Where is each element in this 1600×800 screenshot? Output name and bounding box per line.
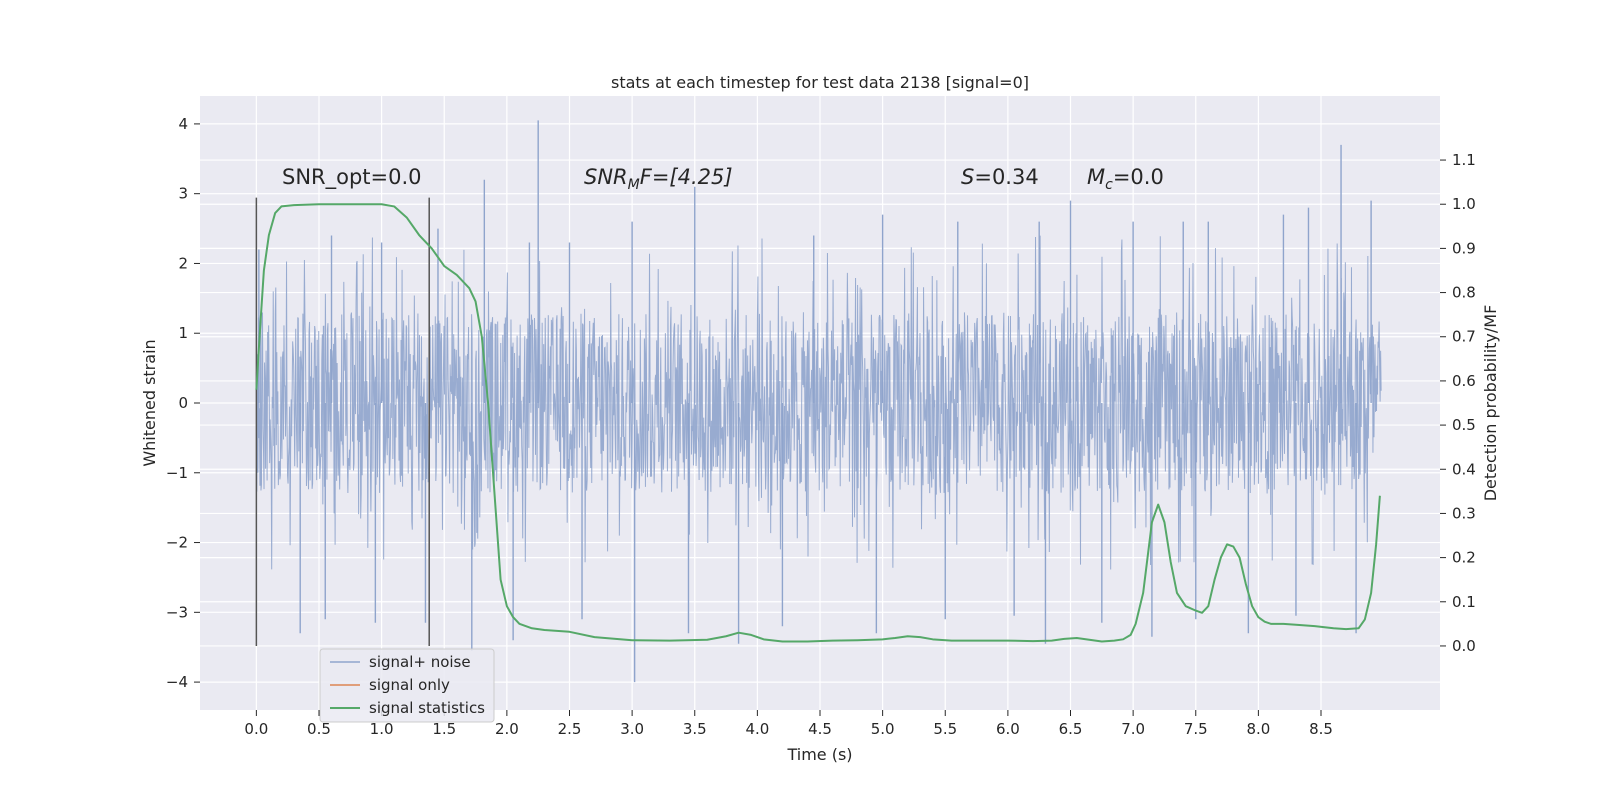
signal-noise-series xyxy=(255,120,1382,683)
legend-box xyxy=(319,648,495,723)
y-left-tick-label: 4 xyxy=(178,115,188,133)
annotation-snr-mf-rest: F=[4.25] xyxy=(640,165,733,189)
annotation-s: S=0.34 xyxy=(961,165,1039,189)
y-right-tick-label: 0.8 xyxy=(1452,284,1476,302)
annotation-snr-mf-main: SNR xyxy=(584,165,628,189)
x-tick-label: 6.5 xyxy=(1059,720,1083,738)
legend-label-signal-statistics: signal statistics xyxy=(369,699,485,717)
y-right-tick-label: 1.0 xyxy=(1452,195,1476,213)
y-right-tick-label: 0.5 xyxy=(1452,416,1476,434)
y-left-tick-label: −4 xyxy=(166,673,188,691)
x-tick-label: 7.0 xyxy=(1121,720,1145,738)
y-right-tick-label: 0.3 xyxy=(1452,504,1476,522)
signal-statistics-series xyxy=(255,203,1381,643)
legend-label-signal-only: signal only xyxy=(369,676,450,694)
x-tick-label: 8.5 xyxy=(1309,720,1333,738)
y-right-tick-labels: 1.1 1.0 0.9 0.8 0.7 0.6 0.5 0.4 0.3 0.2 0.1 0.0 xyxy=(1440,151,1476,655)
annotation-mc-rest: =0.0 xyxy=(1113,165,1164,189)
y-left-tick-label: 0 xyxy=(178,394,188,412)
signal-noise-trace xyxy=(255,235,1382,570)
annotation-s-rest: =0.34 xyxy=(974,165,1038,189)
y-right-tick-label: 0.1 xyxy=(1452,593,1476,611)
y-right-tick-label: 0.0 xyxy=(1452,637,1476,655)
legend-label-signal-noise: signal+ noise xyxy=(369,653,471,671)
x-tick-label: 0.5 xyxy=(307,720,331,738)
x-axis-label: Time (s) xyxy=(786,745,852,764)
x-tick-label: 3.0 xyxy=(620,720,644,738)
y-right-axis-label: Detection probability/MF xyxy=(1481,305,1500,502)
chart-title: stats at each timestep for test data 213… xyxy=(611,73,1029,92)
y-left-tick-label: 3 xyxy=(178,185,188,203)
x-tick-label: 5.0 xyxy=(871,720,895,738)
x-tick-label: 8.0 xyxy=(1246,720,1270,738)
x-tick-label: 4.0 xyxy=(745,720,769,738)
x-tick-label: 6.0 xyxy=(996,720,1020,738)
y-left-tick-label: 2 xyxy=(178,254,188,272)
annotation-s-main: S xyxy=(961,165,974,189)
y-right-tick-label: 0.4 xyxy=(1452,460,1476,478)
x-tick-label: 2.5 xyxy=(558,720,582,738)
x-tick-label: 4.5 xyxy=(808,720,832,738)
annotation-snr-opt: SNR_opt=0.0 xyxy=(282,165,422,190)
legend: signal+ noise signal only signal statist… xyxy=(319,648,495,723)
x-tick-labels: 0.0 0.5 1.0 1.5 2.0 2.5 3.0 3.5 4.0 4.5 5.0 5.5 6.0 6… xyxy=(244,710,1333,738)
annotation-mc-main: M xyxy=(1087,165,1105,189)
y-right-tick-label: 0.6 xyxy=(1452,372,1476,390)
y-left-tick-labels: 4 3 2 1 0 −1 −2 −3 −4 xyxy=(166,115,200,691)
y-left-tick-label: −3 xyxy=(166,603,188,621)
y-left-tick-label: −1 xyxy=(166,464,188,482)
y-left-axis-label: Whitened strain xyxy=(140,339,159,466)
y-right-tick-label: 0.9 xyxy=(1452,239,1476,257)
x-tick-label: 1.5 xyxy=(432,720,456,738)
annotation-mc: Mc=0.0 xyxy=(1087,165,1164,193)
x-tick-label: 1.0 xyxy=(370,720,394,738)
x-tick-label: 5.5 xyxy=(933,720,957,738)
annotation-snr-mf: SNRMF=[4.25] xyxy=(584,165,733,193)
x-tick-label: 7.5 xyxy=(1184,720,1208,738)
y-right-tick-label: 1.1 xyxy=(1452,151,1476,169)
x-tick-label: 0.0 xyxy=(244,720,268,738)
signal-statistics-line xyxy=(255,203,1381,643)
x-tick-label: 3.5 xyxy=(683,720,707,738)
vertical-markers xyxy=(255,197,430,646)
y-right-tick-label: 0.2 xyxy=(1452,549,1476,567)
annotation-mc-sub: c xyxy=(1105,177,1113,193)
annotation-snr-mf-sub: M xyxy=(628,177,640,193)
x-tick-label: 2.0 xyxy=(495,720,519,738)
y-left-tick-label: −2 xyxy=(166,534,188,552)
y-left-tick-label: 1 xyxy=(178,324,188,342)
y-right-tick-label: 0.7 xyxy=(1452,328,1476,346)
